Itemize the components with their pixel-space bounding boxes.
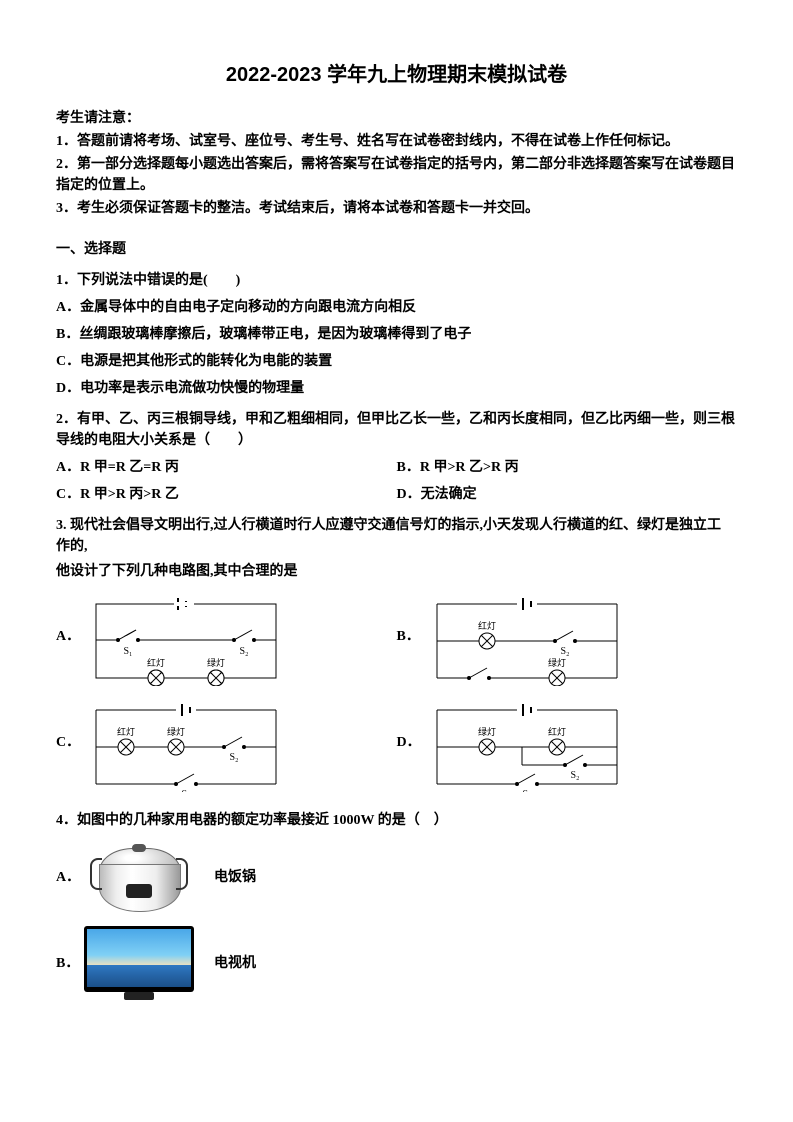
circuit-diagram-b: 红灯 S₂ 绿灯 xyxy=(427,596,627,686)
svg-text:绿灯: 绿灯 xyxy=(167,726,185,737)
circuit-diagram-a: S₁ S₂ 红灯 绿灯 xyxy=(86,596,286,686)
q1-opt-a: A．金属导体中的自由电子定向移动的方向跟电流方向相反 xyxy=(56,297,737,318)
q1-opt-c: C．电源是把其他形式的能转化为电能的装置 xyxy=(56,351,737,372)
svg-text:绿灯: 绿灯 xyxy=(547,657,565,668)
svg-text:S₂: S₂ xyxy=(560,646,569,657)
q1-opt-b: B．丝绸跟玻璃棒摩擦后，玻璃棒带正电，是因为玻璃棒得到了电子 xyxy=(56,324,737,345)
notice-line: 3．考生必须保证答题卡的整洁。考试结束后，请将本试卷和答题卡一并交回。 xyxy=(56,198,737,219)
notice-line: 1．答题前请将考场、试室号、座位号、考生号、姓名写在试卷密封线内，不得在试卷上作… xyxy=(56,131,737,152)
q4-letter-b: B． xyxy=(56,953,80,974)
question-3: 3. 现代社会倡导文明出行,过人行横道时行人应遵守交通信号灯的指示,小天发现人行… xyxy=(56,515,737,800)
section-heading: 一、选择题 xyxy=(56,239,737,260)
q3-opt-d: D． 绿灯 红灯 xyxy=(397,702,738,792)
notice-block: 考生请注意： 1．答题前请将考场、试室号、座位号、考生号、姓名写在试卷密封线内，… xyxy=(56,108,737,219)
svg-text:S₂: S₂ xyxy=(229,752,238,763)
page-title: 2022-2023 学年九上物理期末模拟试卷 xyxy=(56,60,737,90)
question-4: 4．如图中的几种家用电器的额定功率最接近 1000W 的是（ ） A． 电饭锅 … xyxy=(56,810,737,1003)
question-1: 1．下列说法中错误的是( ) A．金属导体中的自由电子定向移动的方向跟电流方向相… xyxy=(56,270,737,399)
q1-stem: 1．下列说法中错误的是( ) xyxy=(56,270,737,291)
svg-text:绿灯: 绿灯 xyxy=(477,726,495,737)
svg-text:红灯: 红灯 xyxy=(547,726,565,737)
q3-letter-b: B． xyxy=(397,596,421,647)
svg-text:S₂: S₂ xyxy=(239,646,248,657)
tv-icon xyxy=(84,923,194,1003)
q4-letter-a: A． xyxy=(56,867,80,888)
q4-label-b: 电视机 xyxy=(214,953,256,974)
svg-text:绿灯: 绿灯 xyxy=(207,657,225,668)
q3-opt-a: A． S₁ xyxy=(56,596,397,686)
q3-opt-b: B． 红灯 S₂ xyxy=(397,596,738,686)
circuit-diagram-d: 绿灯 红灯 S₂ S₁ xyxy=(427,702,627,792)
q4-opt-b: B． 电视机 xyxy=(56,923,737,1003)
question-2: 2．有甲、乙、丙三根铜导线，甲和乙粗细相同，但甲比乙长一些，乙和丙长度相同，但乙… xyxy=(56,409,737,505)
q1-opt-d: D．电功率是表示电流做功快慢的物理量 xyxy=(56,378,737,399)
q3-letter-d: D． xyxy=(397,702,421,753)
q2-opt-d: D．无法确定 xyxy=(397,484,738,505)
svg-text:红灯: 红灯 xyxy=(477,620,495,631)
q3-opt-c: C． 红灯 绿灯 xyxy=(56,702,397,792)
q4-label-a: 电饭锅 xyxy=(214,867,256,888)
q4-stem: 4．如图中的几种家用电器的额定功率最接近 1000W 的是（ ） xyxy=(56,810,737,831)
svg-text:S₁: S₁ xyxy=(181,789,190,792)
q4-opt-a: A． 电饭锅 xyxy=(56,837,737,917)
q3-stem-line2: 他设计了下列几种电路图,其中合理的是 xyxy=(56,561,737,582)
rice-cooker-icon xyxy=(84,837,194,917)
q2-opt-b: B．R 甲>R 乙>R 丙 xyxy=(397,457,738,478)
q3-letter-c: C． xyxy=(56,702,80,753)
q3-options: A． S₁ xyxy=(56,588,737,800)
svg-text:红灯: 红灯 xyxy=(117,726,135,737)
q3-letter-a: A． xyxy=(56,596,80,647)
q2-opt-c: C．R 甲>R 丙>R 乙 xyxy=(56,484,397,505)
svg-text:S₁: S₁ xyxy=(123,646,132,657)
svg-text:S₁: S₁ xyxy=(522,789,531,792)
q2-stem: 2．有甲、乙、丙三根铜导线，甲和乙粗细相同，但甲比乙长一些，乙和丙长度相同，但乙… xyxy=(56,409,737,451)
q2-opt-a: A．R 甲=R 乙=R 丙 xyxy=(56,457,397,478)
notice-line: 2．第一部分选择题每小题选出答案后，需将答案写在试卷指定的括号内，第二部分非选择… xyxy=(56,154,737,196)
svg-text:S₂: S₂ xyxy=(570,770,579,781)
circuit-diagram-c: 红灯 绿灯 S₂ S₁ xyxy=(86,702,286,792)
q3-stem-line1: 3. 现代社会倡导文明出行,过人行横道时行人应遵守交通信号灯的指示,小天发现人行… xyxy=(56,515,737,557)
notice-heading: 考生请注意： xyxy=(56,108,737,129)
svg-text:红灯: 红灯 xyxy=(147,657,165,668)
